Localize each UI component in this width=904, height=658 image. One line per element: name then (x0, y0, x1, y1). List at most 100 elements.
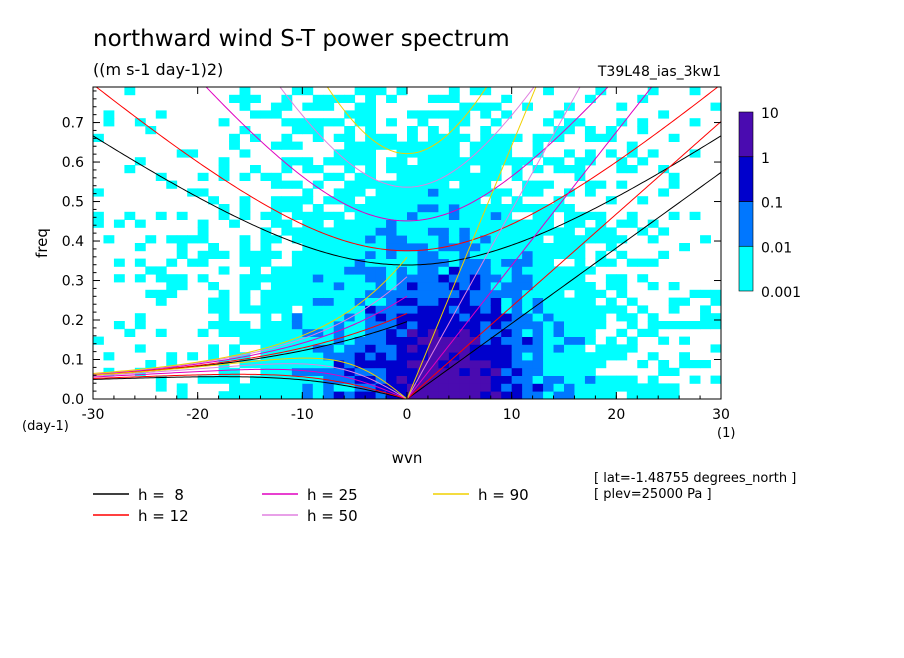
field-cell (386, 165, 397, 174)
field-cell (448, 274, 460, 283)
field-cell (427, 243, 439, 252)
field-cell (208, 243, 219, 252)
field-cell (250, 282, 261, 291)
field-cell (239, 102, 251, 111)
field-cell (417, 282, 429, 291)
field-cell (354, 149, 366, 158)
field-cell (469, 204, 481, 213)
field-cell (689, 149, 701, 158)
field-cell (229, 367, 240, 376)
field-cell (396, 313, 408, 322)
field-cell (438, 211, 450, 220)
field-cell (532, 282, 544, 291)
field-cell (532, 219, 544, 228)
field-cell (637, 258, 649, 267)
field-cell (689, 321, 701, 330)
field-cell (427, 321, 439, 330)
field-cell (605, 352, 617, 361)
field-cell (584, 297, 596, 306)
field-cell (417, 149, 429, 158)
field-cell (229, 133, 240, 142)
field-cell (417, 172, 429, 181)
field-cell (239, 328, 251, 337)
field-cell (564, 360, 575, 369)
field-cell (323, 360, 335, 369)
field-cell (333, 367, 345, 376)
field-cell (375, 289, 387, 298)
field-cell (511, 172, 523, 181)
field-cell (553, 344, 565, 353)
field-cell (448, 282, 460, 291)
y-tick-label: 0.2 (62, 313, 84, 329)
field-cell (312, 211, 324, 220)
field-cell (386, 360, 397, 369)
field-cell (375, 227, 387, 236)
field-cell (333, 297, 345, 306)
field-cell (605, 391, 617, 399)
field-cell (543, 297, 554, 306)
field-cell (710, 344, 721, 353)
field-cell (354, 188, 366, 197)
field-cell (218, 157, 230, 166)
field-cell (448, 227, 460, 236)
field-cell (658, 360, 670, 369)
field-cell (354, 102, 366, 111)
field-cell (344, 289, 356, 298)
field-cell (459, 211, 471, 220)
field-cell (501, 110, 513, 119)
x-tick-label: -20 (186, 407, 209, 423)
field-cell (344, 375, 356, 384)
field-cell (595, 305, 607, 314)
field-cell (344, 196, 356, 205)
field-cell (407, 375, 418, 384)
field-cell (553, 391, 565, 399)
field-cell (312, 165, 324, 174)
field-cell (584, 352, 596, 361)
field-cell (522, 243, 533, 252)
field-cell (605, 383, 617, 392)
field-cell (511, 375, 523, 384)
field-cell (553, 360, 565, 369)
field-cell (312, 352, 324, 361)
field-cell (427, 360, 439, 369)
field-cell (668, 282, 680, 291)
field-cell (459, 180, 471, 189)
legend-label: h = 8 (138, 486, 184, 504)
field-cell (145, 235, 157, 244)
field-cell (501, 289, 513, 298)
field-cell (605, 274, 617, 283)
field-cell (302, 258, 314, 267)
field-cell (218, 165, 230, 174)
field-cell (459, 328, 471, 337)
field-cell (511, 258, 523, 267)
field-cell (239, 391, 251, 399)
field-cell (469, 180, 481, 189)
field-cell (344, 126, 356, 135)
field-cell (145, 266, 157, 275)
field-cell (616, 274, 628, 283)
field-cell (689, 375, 701, 384)
field-cell (407, 243, 418, 252)
field-cell (260, 289, 272, 298)
field-cell (354, 204, 366, 213)
field-cell (448, 313, 460, 322)
field-cell (281, 289, 293, 298)
field-cell (584, 157, 596, 166)
dispersion-curve-rossby-0 (93, 376, 408, 399)
field-cell (417, 235, 429, 244)
field-cell (658, 110, 670, 119)
field-cell (291, 367, 303, 376)
field-cell (323, 258, 335, 267)
field-cell (187, 352, 199, 361)
field-cell (553, 157, 565, 166)
field-cell (658, 165, 670, 174)
field-cell (501, 313, 513, 322)
field-cell (595, 87, 607, 96)
field-cell (407, 258, 418, 267)
field-cell (344, 328, 356, 337)
field-cell (616, 157, 628, 166)
field-cell (427, 204, 439, 213)
field-cell (700, 360, 711, 369)
field-cell (375, 282, 387, 291)
field-cell (281, 336, 293, 345)
